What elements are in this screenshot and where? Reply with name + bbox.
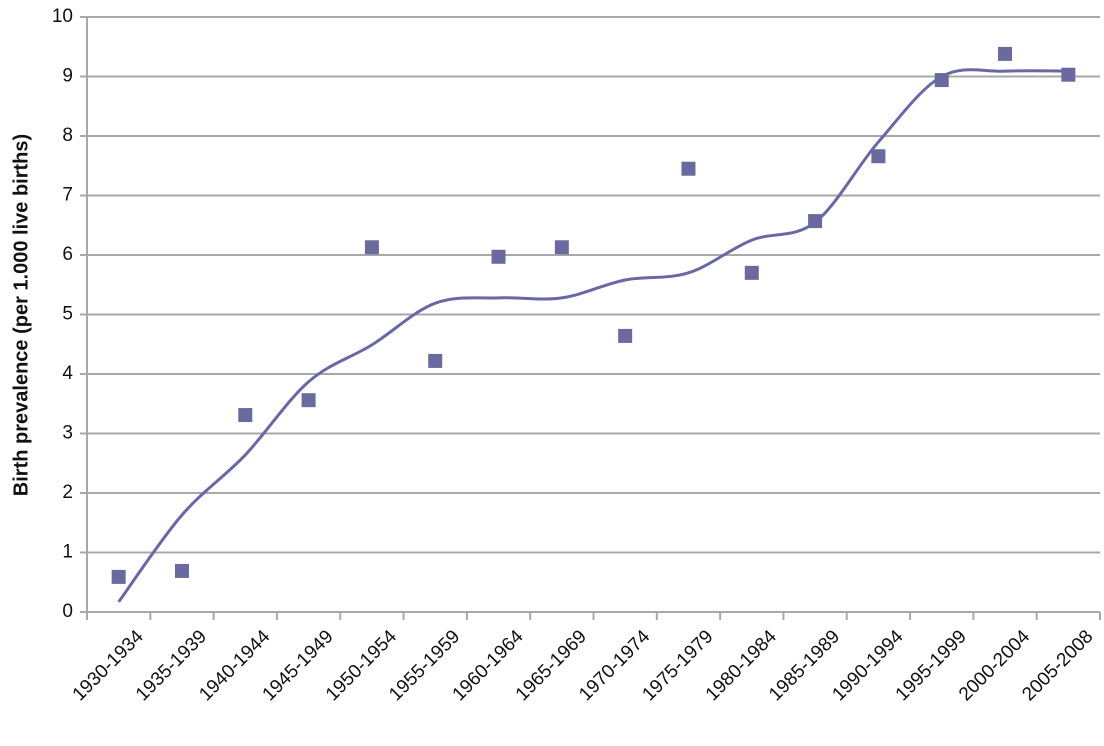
y-tick-label: 2	[62, 482, 73, 503]
y-tick-label: 10	[52, 6, 73, 27]
y-tick-label: 4	[62, 363, 73, 384]
marker	[618, 328, 633, 343]
y-tick-label: 5	[62, 304, 73, 325]
marker	[111, 569, 126, 584]
marker	[934, 73, 949, 88]
marker	[871, 149, 886, 164]
y-tick-label: 6	[62, 244, 73, 265]
trend-line	[117, 68, 1069, 603]
marker	[554, 240, 569, 255]
marker	[174, 563, 189, 578]
y-tick-label: 3	[62, 423, 73, 444]
y-tick-label: 7	[62, 185, 73, 206]
y-tick-label: 9	[62, 66, 73, 87]
y-axis-label: Birth prevalence (per 1.000 live births)	[10, 134, 32, 496]
marker	[364, 240, 379, 255]
marker	[301, 393, 316, 408]
y-tick-label: 1	[62, 542, 73, 563]
marker	[428, 353, 443, 368]
y-tick-label: 8	[62, 125, 73, 146]
marker	[491, 249, 506, 264]
y-tick-label: 0	[62, 601, 73, 622]
marker	[681, 161, 696, 176]
marker	[998, 46, 1013, 61]
marker	[238, 408, 253, 423]
marker	[744, 265, 759, 280]
